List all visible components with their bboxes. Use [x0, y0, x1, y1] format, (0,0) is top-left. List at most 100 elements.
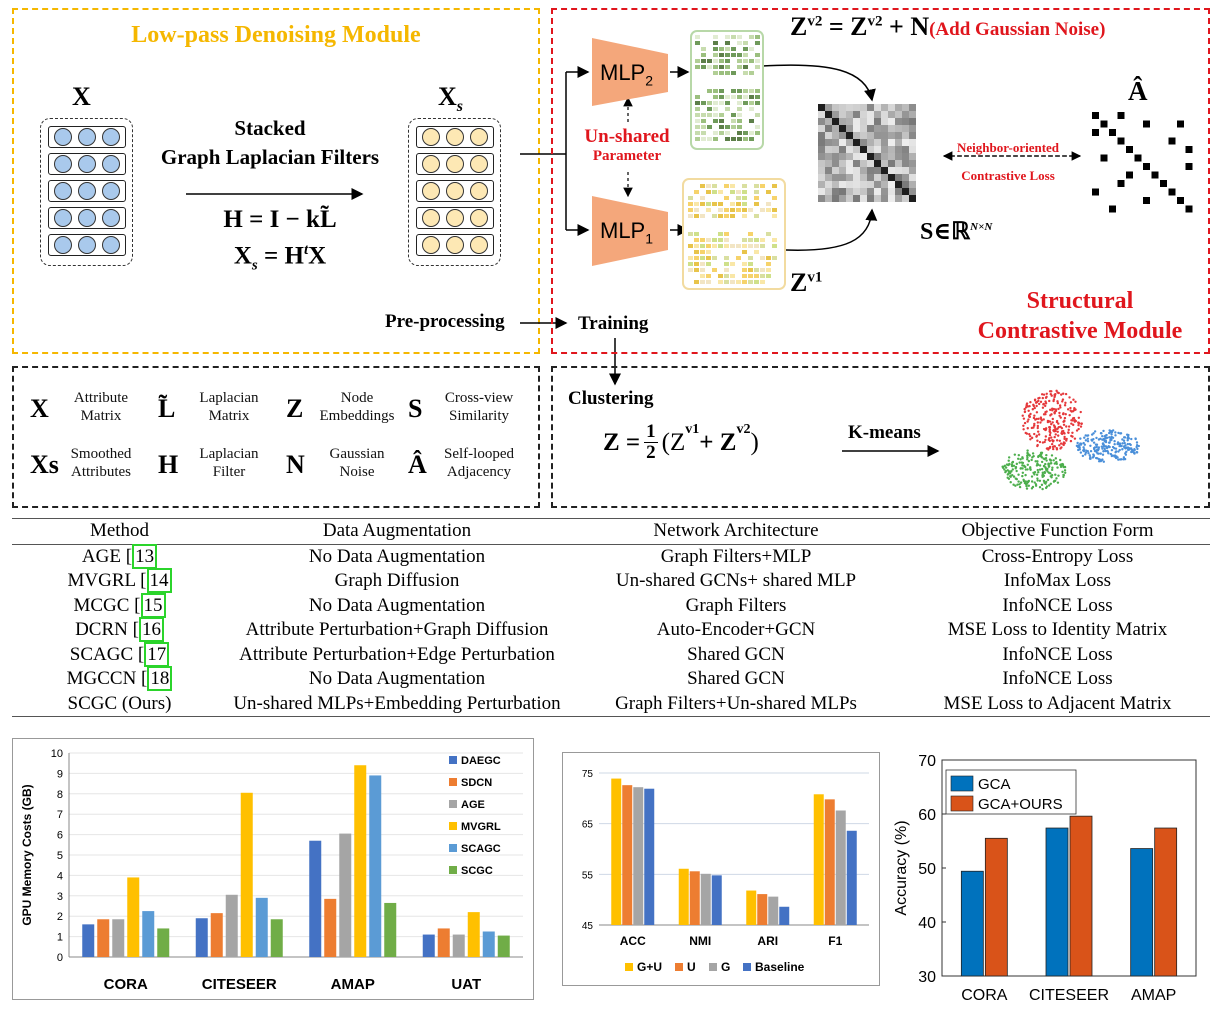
x-tick-label: CORA [961, 987, 1008, 1004]
x-tick-label: F1 [828, 934, 842, 948]
x-s-label: Xs [438, 82, 464, 116]
bar-scgc-uat [497, 935, 510, 957]
table-header-row: Method Data Augmentation Network Archite… [12, 518, 1210, 545]
bar-daegc-cora [82, 924, 95, 957]
cell-aug: No Data Augmentation [308, 594, 486, 616]
zv2-embedding-matrix [690, 30, 764, 150]
gpu-memory-chart-svg: 0 1 2 3 4 5 6 7 8 9 10 GPU Memory Costs (GB) CORA CIT… [20, 748, 523, 993]
bar-g-f1 [835, 810, 846, 925]
y-tick-label: 3 [57, 891, 63, 903]
legend-swatch [950, 775, 974, 792]
x-tick-label: CITESEER [202, 976, 277, 993]
filter-title: Stacked Graph Laplacian Filters [160, 116, 380, 169]
bar-daegc-amap [309, 840, 322, 957]
legend-text-2: Node Embeddings [319, 390, 395, 424]
bar-scagc-citeseer [255, 897, 268, 957]
cell-arch: Graph Filters [685, 594, 787, 616]
y-tick-label: 2 [57, 911, 63, 923]
y-tick-label: 60 [918, 807, 936, 824]
y-tick-label: 50 [918, 861, 936, 878]
cell-arch: Shared GCN [687, 643, 785, 665]
bar-g-ari [768, 896, 779, 925]
adjacency-hat-label: Â [1128, 76, 1148, 106]
y-tick-label: 4 [57, 870, 63, 882]
y-tick-label: 40 [918, 915, 936, 932]
bar-g-nmi [700, 873, 711, 925]
y-tick-label: 0 [57, 952, 63, 964]
similarity-matrix [818, 104, 916, 202]
cell-method: SCAGC [17 [12, 641, 227, 668]
structural-module-panel [551, 8, 1210, 354]
x-tick-label: ACC [620, 934, 646, 948]
x-tick-label: AMAP [1131, 987, 1176, 1004]
y-tick-label: 5 [57, 850, 63, 862]
y-tick-label: 9 [57, 768, 63, 780]
cell-obj: MSE Loss to Adjacent Matrix [905, 691, 1210, 717]
header-method: Method [12, 518, 227, 545]
y-axis-title: Accuracy (%) [893, 820, 910, 915]
citation-link[interactable]: 17 [144, 641, 170, 667]
legend-text-7: Self-looped Adjacency [444, 446, 514, 480]
legend-swatch [449, 844, 457, 852]
legend-swatch [449, 822, 457, 830]
x-tick-label: NMI [689, 934, 711, 948]
cell-method: MGCCN [18 [12, 666, 227, 692]
citation-link[interactable]: 15 [140, 592, 166, 618]
bar-age-amap [339, 833, 352, 957]
clustering-label: Clustering [568, 388, 654, 409]
lowpass-module-title: Low-pass Denoising Module [131, 22, 421, 48]
table-row: MVGRL [14 Graph Diffusion Un-shared GCNs+ … [12, 568, 1210, 594]
legend-symbol-5: H [158, 450, 179, 479]
citation-link[interactable]: 14 [146, 568, 172, 593]
legend-text-6: Gaussian Noise [329, 446, 385, 480]
x-node-column [40, 118, 133, 266]
legend-label: G+U [637, 960, 662, 974]
cell-method: MCGC [15 [12, 592, 227, 619]
cell-method: MVGRL [14 [12, 568, 227, 594]
header-architecture: Network Architecture [567, 518, 905, 545]
bar-g+u-nmi [678, 868, 689, 925]
zv1-label: Zv1 [790, 268, 823, 297]
bar-scagc-uat [482, 931, 495, 957]
y-tick-label: 45 [582, 921, 594, 932]
mlp1-label: MLP1 [600, 218, 654, 247]
y-axis-title: GPU Memory Costs (GB) [20, 784, 34, 925]
ablation-chart-svg: 45 55 65 75 ACC NMI ARI F1 G+U U G Baseline [582, 769, 869, 974]
table-row: DCRN [16 Attribute Perturbation+Graph Dif… [12, 617, 1210, 643]
bar-scgc-citeseer [270, 919, 283, 957]
bar-g+u-ari [746, 890, 757, 925]
legend-label: SCAGC [461, 843, 501, 855]
table-row: SCAGC [17 Attribute Perturbation+Edge Per… [12, 641, 1210, 668]
y-tick-label: 70 [918, 753, 936, 770]
table-row: MGCCN [18 No Data Augmentation Shared GCN I… [12, 666, 1210, 692]
gca-accuracy-chart-svg: 30 40 50 60 70 Accuracy (%) CORA CITESEER AMAP GC… [893, 753, 1197, 1004]
y-tick-label: 75 [582, 769, 594, 780]
bar-g+u-f1 [813, 794, 824, 925]
legend-symbol-7: Â [408, 450, 427, 479]
bar-scgc-cora [157, 928, 170, 957]
cell-obj: MSE Loss to Identity Matrix [947, 619, 1168, 640]
y-tick-label: 10 [51, 748, 63, 760]
cell-method: AGE [13 [12, 543, 227, 569]
legend-text-4: Smoothed Attributes [70, 446, 132, 480]
bar-sdcn-cora [97, 919, 110, 957]
bar-gca-ours-cora [984, 837, 1008, 977]
legend-swatch [709, 963, 717, 971]
x-tick-label: CITESEER [1029, 987, 1109, 1004]
legend-label: G [721, 960, 730, 974]
structural-module-title: Structural Contrastive Module [977, 288, 1183, 344]
cell-obj: InfoNCE Loss [1002, 594, 1113, 616]
mlp2-label: MLP2 [600, 60, 654, 89]
legend-symbol-6: N [286, 450, 305, 479]
citation-link[interactable]: 16 [138, 617, 164, 642]
legend-swatch [950, 795, 974, 812]
citation-link[interactable]: 13 [132, 543, 158, 569]
y-tick-label: 30 [918, 969, 936, 986]
x-tick-label: ARI [757, 934, 778, 948]
citation-link[interactable]: 18 [147, 666, 173, 691]
legend-text-1: Laplacian Matrix [199, 390, 259, 424]
bar-g-acc [633, 787, 644, 925]
cell-obj: InfoNCE Loss [1002, 668, 1113, 689]
legend-swatch [449, 866, 457, 874]
